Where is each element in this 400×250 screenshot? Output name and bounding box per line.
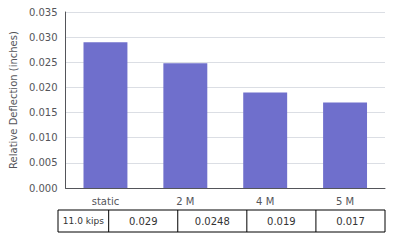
- svg-text:static: static: [92, 196, 119, 207]
- svg-text:0.017: 0.017: [336, 216, 365, 227]
- svg-text:0.029: 0.029: [129, 216, 158, 227]
- svg-text:0.0248: 0.0248: [195, 216, 230, 227]
- svg-text:0.020: 0.020: [29, 82, 58, 93]
- svg-text:11.0 kips: 11.0 kips: [63, 216, 104, 226]
- svg-text:0.000: 0.000: [29, 183, 58, 194]
- svg-text:5 M: 5 M: [336, 196, 354, 207]
- svg-text:0.035: 0.035: [29, 7, 58, 18]
- svg-text:0.010: 0.010: [29, 132, 58, 143]
- svg-text:2 M: 2 M: [176, 196, 194, 207]
- svg-text:0.025: 0.025: [29, 57, 58, 68]
- svg-text:0.019: 0.019: [267, 216, 296, 227]
- svg-text:0.005: 0.005: [29, 157, 58, 168]
- svg-text:Relative Deflection (inches): Relative Deflection (inches): [8, 31, 19, 169]
- svg-text:0.015: 0.015: [29, 107, 58, 118]
- svg-text:4 M: 4 M: [256, 196, 274, 207]
- svg-text:0.030: 0.030: [29, 32, 58, 43]
